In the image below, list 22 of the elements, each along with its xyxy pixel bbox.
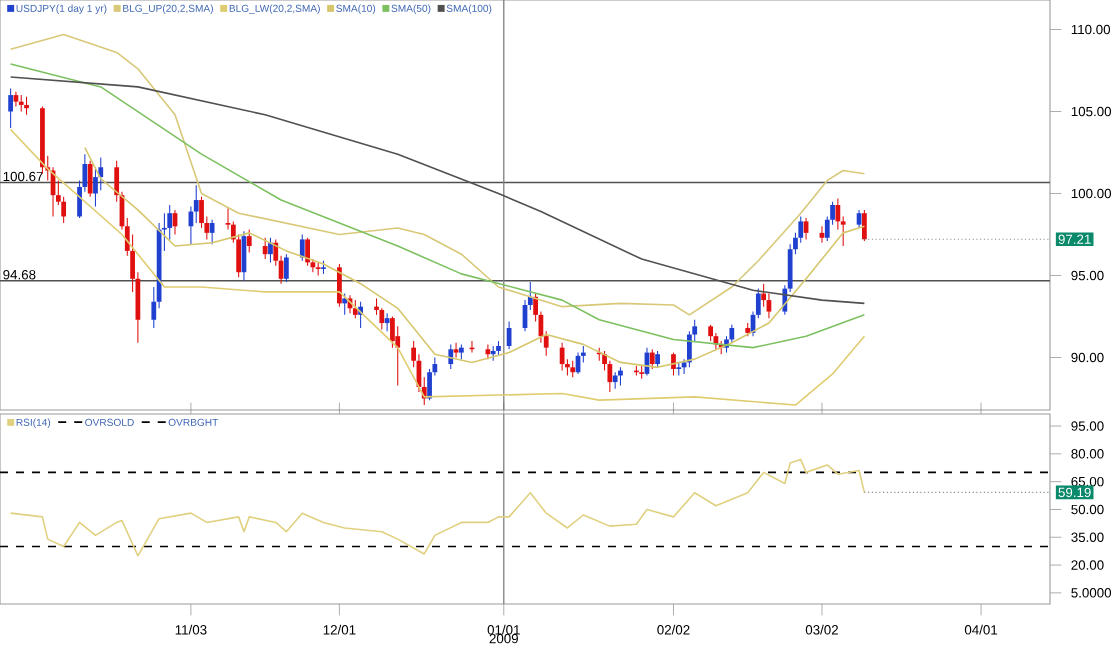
candlestick — [649, 348, 655, 370]
candlestick — [559, 342, 565, 372]
candlestick — [8, 88, 14, 129]
candlestick — [618, 366, 623, 386]
candlestick — [352, 299, 358, 319]
candlestick — [246, 229, 252, 254]
line-series — [84, 146, 866, 369]
candlestick — [87, 160, 93, 198]
candlestick — [448, 343, 454, 370]
candlestick — [453, 342, 459, 359]
candlestick — [24, 96, 29, 116]
line-series — [9, 458, 866, 557]
candlestick — [262, 237, 268, 260]
candlestick — [305, 237, 310, 267]
candlestick — [862, 209, 867, 242]
candlestick — [209, 219, 215, 245]
candlestick — [485, 343, 491, 360]
candlestick — [283, 253, 289, 283]
candlestick — [13, 91, 19, 108]
candlestick — [384, 312, 390, 332]
candlestick — [342, 293, 348, 316]
candlestick — [299, 233, 305, 262]
